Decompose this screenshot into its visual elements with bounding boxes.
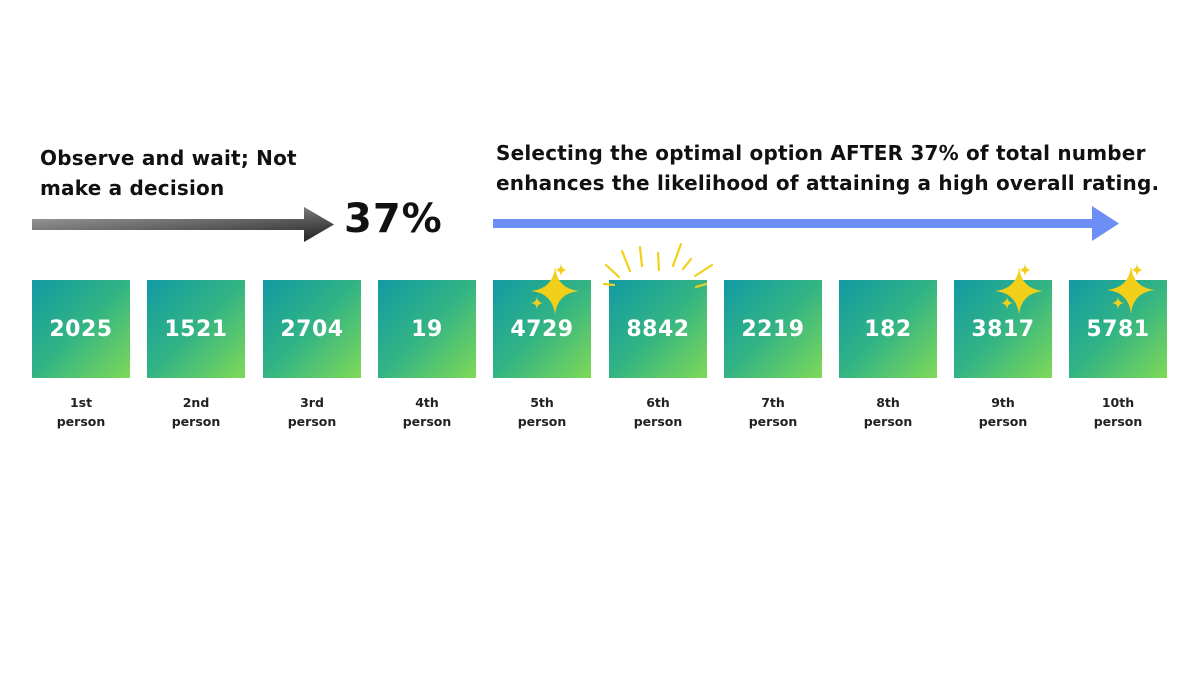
candidate-box-7: 2219 bbox=[724, 280, 822, 378]
candidate-box-6: 8842 bbox=[609, 280, 707, 378]
candidate-box-10: 5781 bbox=[1069, 280, 1167, 378]
unit: person bbox=[171, 414, 221, 429]
candidate-label-2: 2nd person bbox=[147, 393, 245, 431]
candidate-label-10: 10th person bbox=[1069, 393, 1167, 431]
unit: person bbox=[517, 414, 567, 429]
unit: person bbox=[863, 414, 913, 429]
candidate-label-4: 4th person bbox=[378, 393, 476, 431]
observe-caption: Observe and wait; Not make a decision bbox=[40, 146, 297, 200]
candidate-box-1: 2025 bbox=[32, 280, 130, 378]
unit: person bbox=[1093, 414, 1143, 429]
unit: person bbox=[748, 414, 798, 429]
candidate-label-7: 7th person bbox=[724, 393, 822, 431]
ordinal: 9th bbox=[991, 395, 1015, 410]
threshold-percent: 37% bbox=[344, 196, 443, 242]
candidate-label-3: 3rd person bbox=[263, 393, 361, 431]
candidate-box-2: 1521 bbox=[147, 280, 245, 378]
select-caption-line-1: Selecting the optimal option AFTER 37% o… bbox=[496, 141, 1146, 165]
candidate-label-9: 9th person bbox=[954, 393, 1052, 431]
candidate-box-5: 4729 bbox=[493, 280, 591, 378]
candidate-label-5: 5th person bbox=[493, 393, 591, 431]
unit: person bbox=[402, 414, 452, 429]
ordinal: 3rd bbox=[300, 395, 324, 410]
unit: person bbox=[287, 414, 337, 429]
ordinal: 5th bbox=[530, 395, 554, 410]
select-caption: Selecting the optimal option AFTER 37% o… bbox=[496, 138, 1176, 198]
ordinal: 2nd bbox=[182, 395, 210, 410]
candidate-box-8: 182 bbox=[839, 280, 937, 378]
select-phase-arrow bbox=[493, 206, 1119, 241]
ordinal: 4th bbox=[415, 395, 439, 410]
candidate-label-8: 8th person bbox=[839, 393, 937, 431]
ordinal: 6th bbox=[646, 395, 670, 410]
candidate-box-9: 3817 bbox=[954, 280, 1052, 378]
ordinal: 7th bbox=[761, 395, 785, 410]
observe-phase-arrow bbox=[32, 207, 334, 242]
ordinal: 1st bbox=[69, 395, 93, 410]
ordinal: 8th bbox=[876, 395, 900, 410]
select-caption-line-2: enhances the likelihood of attaining a h… bbox=[496, 171, 1160, 195]
unit: person bbox=[978, 414, 1028, 429]
candidate-box-4: 19 bbox=[378, 280, 476, 378]
unit: person bbox=[56, 414, 106, 429]
ordinal: 10th bbox=[1101, 395, 1135, 410]
candidate-label-6: 6th person bbox=[609, 393, 707, 431]
candidate-label-1: 1st person bbox=[32, 393, 130, 431]
unit: person bbox=[633, 414, 683, 429]
candidate-box-3: 2704 bbox=[263, 280, 361, 378]
